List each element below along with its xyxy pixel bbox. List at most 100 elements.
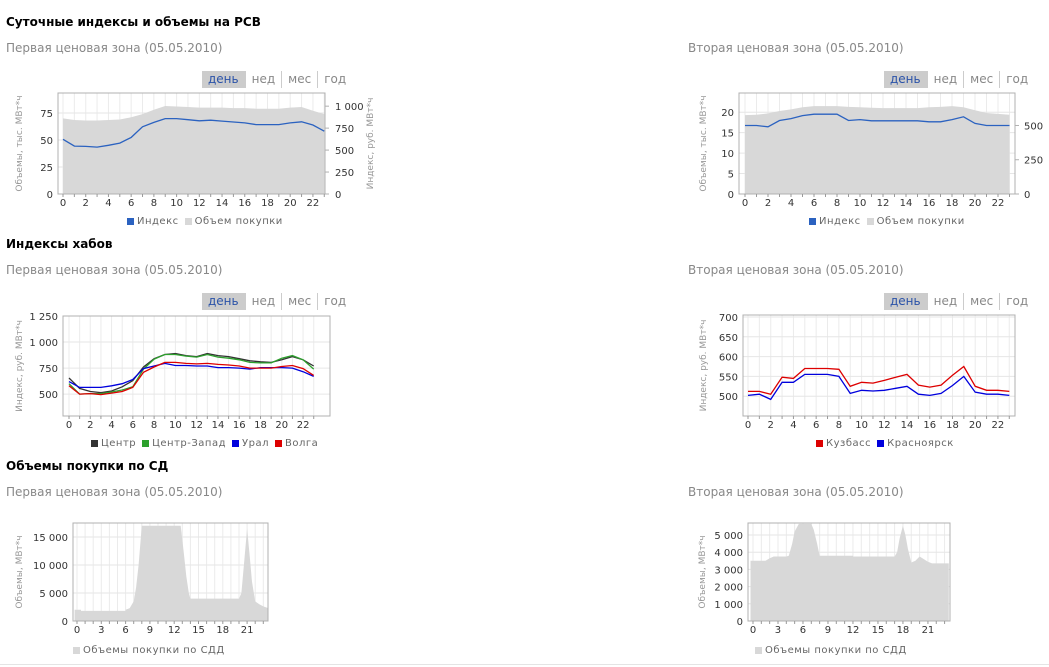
- x-tick-label: 12: [168, 625, 181, 636]
- tab-day[interactable]: день: [202, 293, 245, 310]
- legend-item-volume[interactable]: Объем покупки: [184, 216, 283, 227]
- x-tick-label: 15: [192, 625, 205, 636]
- x-tick-label: 20: [275, 420, 288, 431]
- tab-week[interactable]: нед: [244, 71, 282, 88]
- x-tick-label: 8: [151, 198, 157, 209]
- x-tick-label: 4: [105, 198, 111, 209]
- x-tick-label: 0: [74, 625, 80, 636]
- x-tick-label: 18: [946, 198, 959, 209]
- x-tick-label: 18: [897, 625, 910, 636]
- legend-swatch: [232, 440, 239, 447]
- tab-day[interactable]: день: [884, 293, 927, 310]
- x-tick-label: 14: [900, 198, 913, 209]
- zone2-subtitle: Вторая ценовая зона (05.05.2010): [688, 263, 904, 277]
- y-axis-title: Объемы, тыс. МВт*ч: [699, 95, 709, 191]
- plot-area: [743, 315, 1015, 416]
- x-tick-label: 15: [872, 625, 885, 636]
- chart-4: 0 5 000 10 000 15 000 0 3 6 9 12 15 18 21 Объемы, МВ…: [15, 522, 269, 636]
- legend-item-volume[interactable]: Объем покупки: [866, 216, 965, 227]
- tab-week[interactable]: нед: [926, 71, 964, 88]
- tab-day[interactable]: день: [884, 71, 927, 88]
- tab-week[interactable]: нед: [244, 293, 282, 310]
- y-axis-title: Индекс, руб. МВт*ч: [15, 320, 25, 412]
- legend: Индекс Объем покупки: [127, 216, 289, 227]
- legend-item-kuzbass[interactable]: Кузбасс: [816, 438, 871, 449]
- section-title-rsv: Суточные индексы и объемы на РСВ: [6, 15, 261, 29]
- y-tick-label: 0: [737, 617, 743, 628]
- tab-day[interactable]: день: [202, 71, 245, 88]
- legend-swatch: [816, 440, 823, 447]
- x-tick-label: 21: [922, 625, 935, 636]
- x-tick-label: 12: [847, 625, 860, 636]
- plot-frame: [742, 314, 1016, 417]
- area-series-0: [63, 106, 325, 194]
- tab-month[interactable]: мес: [281, 71, 317, 88]
- y-tick-label: 0: [47, 190, 53, 201]
- legend-item-krasnoyarsk[interactable]: Красноярск: [877, 438, 954, 449]
- legend: Кузбасс Красноярск: [816, 438, 960, 449]
- legend-item-northwest[interactable]: Центр-Запад: [142, 438, 226, 449]
- x-tick-label: 3: [775, 625, 781, 636]
- legend-item-index[interactable]: Индекс: [127, 216, 179, 227]
- legend-item-index[interactable]: Индекс: [809, 216, 861, 227]
- chart-3: 500 550 600 650 700 0 2 4 6 8 10 12 14 16 18 20 22 Индекс…: [699, 313, 1016, 431]
- x-tick-label: 22: [297, 420, 310, 431]
- x-tick-label: 9: [825, 625, 831, 636]
- plot-frame: [72, 522, 269, 622]
- y-tick-label: 15 000: [33, 533, 68, 544]
- x-tick-label: 0: [60, 198, 66, 209]
- legend-item-sdd[interactable]: Объемы покупки по СДД: [755, 645, 907, 656]
- tab-year[interactable]: год: [999, 293, 1034, 310]
- y2-tick-label: 500: [1024, 121, 1043, 132]
- y2-tick-label: 750: [335, 124, 354, 135]
- x-tick-label: 2: [87, 420, 93, 431]
- chart-1: 0 5 10 15 20 0 250 500 0 2 4 6 8 10 12 14 16 18 20 22 Объемы…: [699, 92, 1043, 209]
- x-tick-label: 8: [836, 420, 842, 431]
- area-series-0: [74, 525, 269, 621]
- legend-item-ural[interactable]: Урал: [232, 438, 269, 449]
- line-series-1: [68, 353, 315, 395]
- tab-week[interactable]: нед: [926, 293, 964, 310]
- y-tick-label: 700: [719, 313, 738, 324]
- y-tick-label: 5: [728, 170, 734, 181]
- x-tick-label: 2: [765, 198, 771, 209]
- x-tick-label: 10: [854, 198, 867, 209]
- tab-year[interactable]: год: [999, 71, 1034, 88]
- x-tick-label: 0: [745, 420, 751, 431]
- zone1-subtitle: Первая ценовая зона (05.05.2010): [6, 263, 223, 277]
- legend-label: Объемы покупки по СДД: [83, 645, 225, 656]
- legend-label: Центр-Запад: [152, 438, 226, 449]
- legend-item-volga[interactable]: Волга: [274, 438, 319, 449]
- x-tick-label: 14: [901, 420, 914, 431]
- x-tick-label: 18: [946, 420, 959, 431]
- legend-swatch: [91, 440, 98, 447]
- x-tick-label: 10: [170, 198, 183, 209]
- zone1-subtitle: Первая ценовая зона (05.05.2010): [6, 41, 223, 55]
- x-tick-label: 4: [788, 198, 794, 209]
- x-tick-label: 6: [813, 420, 819, 431]
- tab-month[interactable]: мес: [963, 293, 999, 310]
- tab-year[interactable]: год: [317, 293, 352, 310]
- zone2-subtitle: Вторая ценовая зона (05.05.2010): [688, 41, 904, 55]
- x-tick-label: 4: [790, 420, 796, 431]
- x-tick-label: 18: [254, 420, 267, 431]
- legend-item-sdd[interactable]: Объемы покупки по СДД: [73, 645, 225, 656]
- legend-item-center[interactable]: Центр: [91, 438, 136, 449]
- y-tick-label: 15: [721, 129, 734, 140]
- x-tick-label: 10: [169, 420, 182, 431]
- y-tick-label: 5 000: [714, 531, 743, 542]
- legend-label: Волга: [284, 438, 319, 449]
- x-tick-label: 4: [108, 420, 114, 431]
- period-tabs: день нед мес год: [202, 71, 352, 88]
- tab-year[interactable]: год: [317, 71, 352, 88]
- legend-label: Объемы покупки по СДД: [765, 645, 907, 656]
- y-tick-label: 4 000: [714, 548, 743, 559]
- x-tick-label: 20: [284, 198, 297, 209]
- legend: Объемы покупки по СДД: [755, 645, 913, 656]
- tab-month[interactable]: мес: [281, 293, 317, 310]
- y2-tick-label: 0: [1024, 190, 1030, 201]
- tab-month[interactable]: мес: [963, 71, 999, 88]
- x-tick-label: 12: [878, 420, 891, 431]
- legend-swatch: [274, 440, 282, 447]
- y2-tick-label: 1 000: [335, 102, 364, 113]
